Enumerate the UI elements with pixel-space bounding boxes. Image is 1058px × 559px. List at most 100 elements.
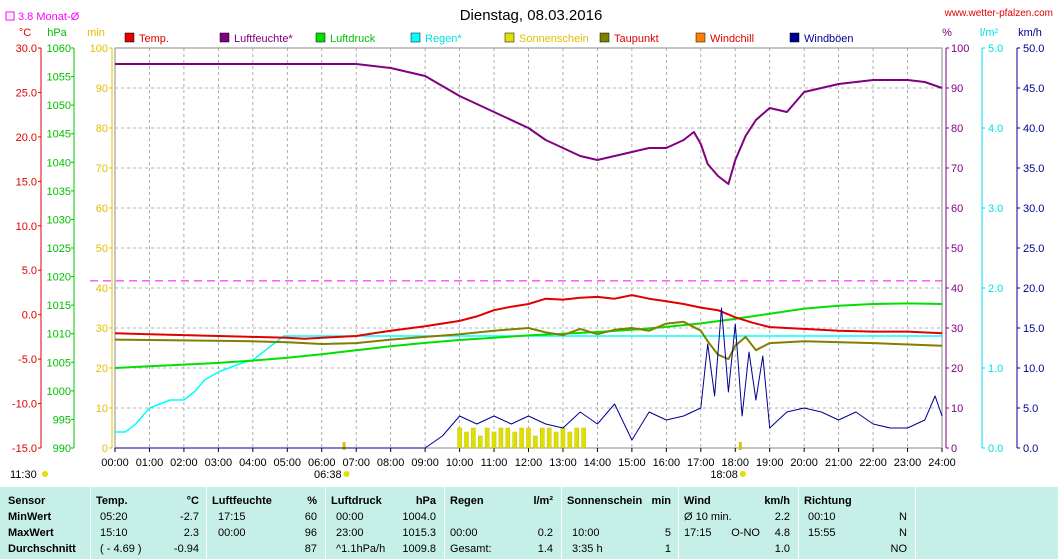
kmh-tick: 45.0 xyxy=(1023,83,1044,95)
time-tick: 14:00 xyxy=(584,457,612,469)
stats-sun-time: 10:00 xyxy=(572,527,600,539)
sunrise-sun-icon xyxy=(343,471,350,477)
rain-tick: 2.0 xyxy=(988,283,1003,295)
sunshine-bar xyxy=(471,427,476,449)
stats-wind-time: 17:15 xyxy=(684,527,712,539)
time-tick: 08:00 xyxy=(377,457,405,469)
stats-humidity-time: 17:15 xyxy=(218,511,246,523)
sunshine-bar xyxy=(567,431,573,449)
min-tick: 10 xyxy=(96,403,108,415)
kmh-tick: 15.0 xyxy=(1023,323,1044,335)
stats-pressure-value: 1004.0 xyxy=(402,511,436,523)
legend-swatch xyxy=(695,32,706,43)
pct-tick: 80 xyxy=(951,123,963,135)
hpa-unit: hPa xyxy=(47,27,67,39)
time-tick: 11:00 xyxy=(481,457,508,469)
weather-chart: 30.0 25.0 20.0 15.0 10.0 5.0 0.0 -5.0 -10.0 -15.0… xyxy=(5,7,1053,481)
min-tick: 20 xyxy=(96,363,108,375)
temp-tick: 10.0 xyxy=(16,221,37,233)
stats-rain-time: 00:00 xyxy=(450,527,478,539)
stats-pressure-unit: hPa xyxy=(415,495,436,507)
kmh-tick: 25.0 xyxy=(1023,243,1044,255)
time-tick: 21:00 xyxy=(825,457,853,469)
dewpoint-line xyxy=(114,320,943,361)
sunshine-bar xyxy=(505,427,511,449)
rain-tick: 0.0 xyxy=(988,443,1003,455)
pct-tick: 50 xyxy=(951,243,963,255)
time-tick: 02:00 xyxy=(170,457,198,469)
hpa-tick: 1030 xyxy=(47,214,71,226)
min-tick: 60 xyxy=(96,203,108,215)
daylength: 11:30 xyxy=(10,469,37,481)
stats-wind-value: 1.0 xyxy=(774,543,790,555)
min-tick: 70 xyxy=(96,163,108,175)
sunshine-bar xyxy=(533,435,538,449)
sunshine-bar xyxy=(574,427,579,449)
pct-tick: 30 xyxy=(951,323,963,335)
stats-wind-direction: O-NO xyxy=(731,527,760,539)
rain-tick: 1.0 xyxy=(988,363,1003,375)
stats-column-divider xyxy=(206,487,207,559)
hpa-tick: 1035 xyxy=(47,186,71,198)
stats-rain-unit: l/m² xyxy=(533,495,553,507)
legend-swatch xyxy=(219,32,230,43)
sunshine-bar xyxy=(526,427,531,449)
stats-rain-time: Gesamt: xyxy=(450,543,492,555)
time-tick: 13:00 xyxy=(549,457,577,469)
stats-pressure-time: 23:00 xyxy=(336,527,364,539)
time-tick: 07:00 xyxy=(342,457,370,469)
stats-wind-unit: km/h xyxy=(764,495,790,507)
time-tick: 19:00 xyxy=(756,457,784,469)
sunshine-bar xyxy=(540,427,545,449)
kmh-tick: 5.0 xyxy=(1023,403,1038,415)
stats-column-divider xyxy=(798,487,799,559)
stats-pressure-value: 1009.8 xyxy=(402,543,436,555)
stats-direction-value: NO xyxy=(890,543,908,555)
kmh-unit: km/h xyxy=(1018,27,1042,39)
pressure-line xyxy=(114,302,943,369)
min-tick: 0 xyxy=(102,443,108,455)
stats-column-divider xyxy=(90,487,91,559)
temp-tick: 25.0 xyxy=(16,87,37,99)
sunshine-bar xyxy=(484,427,490,449)
legend-label: Windchill xyxy=(710,33,754,45)
stats-direction-time: 15:55 xyxy=(808,527,836,539)
stats-temp-time: ( - 4.69 ) xyxy=(100,543,142,555)
time-tick: 24:00 xyxy=(928,457,956,469)
kmh-tick: 20.0 xyxy=(1023,283,1044,295)
gust-line xyxy=(115,307,943,449)
pct-tick: 70 xyxy=(951,163,963,175)
stats-temp-value: 2.3 xyxy=(183,527,199,539)
stats-pressure-header: Luftdruck xyxy=(331,495,382,507)
temp-tick: 30.0 xyxy=(16,43,37,55)
legend-swatch xyxy=(504,32,515,43)
stats-rain-value: 0.2 xyxy=(537,527,553,539)
grid xyxy=(90,47,943,449)
time-tick: 06:00 xyxy=(308,457,336,469)
stats-humidity-value: 87 xyxy=(304,543,317,555)
stats-column-divider xyxy=(561,487,562,559)
hpa-tick: 1050 xyxy=(47,100,71,112)
stats-rain-value: 1.4 xyxy=(537,543,553,555)
sunshine-bar xyxy=(457,427,462,449)
stats-column-divider xyxy=(325,487,326,559)
hpa-tick: 1040 xyxy=(47,157,71,169)
chart-title: Dienstag, 08.03.2016 xyxy=(460,7,603,24)
stats-sun-time: 3:35 h xyxy=(572,543,603,555)
legend-label: Luftfeuchte* xyxy=(234,33,293,45)
stats-humidity-time: 00:00 xyxy=(218,527,246,539)
min-tick: 90 xyxy=(96,83,108,95)
stats-direction-time: 00:10 xyxy=(808,511,836,523)
site-url: www.wetter-pfalzen.com xyxy=(944,8,1053,19)
daylength-sun-icon xyxy=(42,471,48,477)
sunshine-bar xyxy=(519,427,524,449)
stats-sun-unit: min xyxy=(651,495,671,507)
sunshine-bar xyxy=(491,431,497,449)
legend-label: Taupunkt xyxy=(614,33,659,45)
legend-swatch xyxy=(410,32,421,43)
stats-temp-value: -0.94 xyxy=(173,543,199,555)
sunshine-bar xyxy=(581,427,586,449)
stats-pressure-time: 00:00 xyxy=(336,511,364,523)
stats-direction-value: N xyxy=(899,511,907,523)
rain-tick: 3.0 xyxy=(988,203,1003,215)
